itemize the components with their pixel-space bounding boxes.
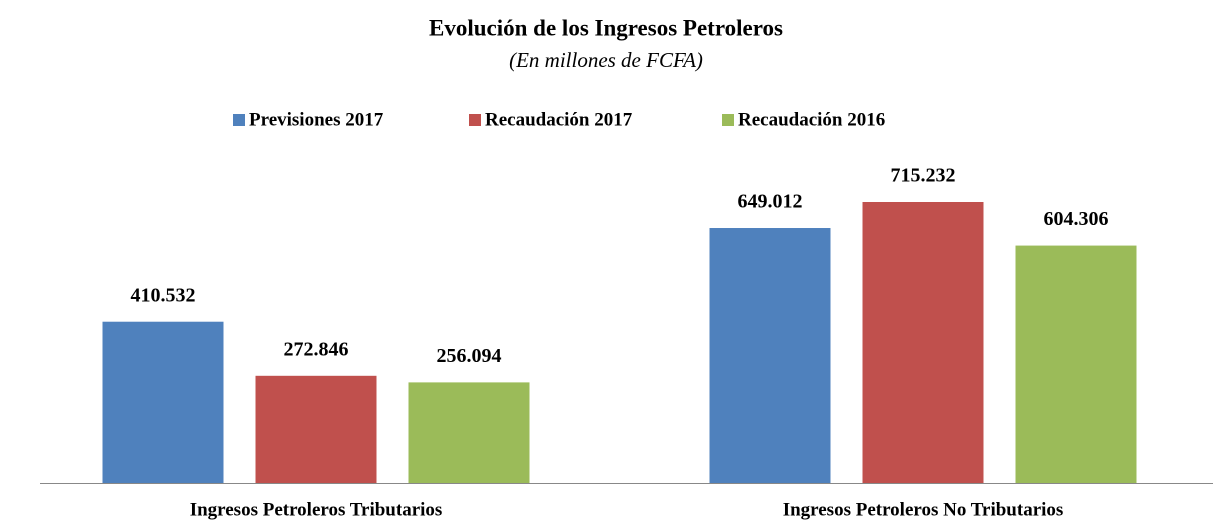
legend-label: Recaudación 2016 bbox=[738, 109, 885, 130]
bar bbox=[255, 375, 377, 483]
bar bbox=[1015, 245, 1137, 483]
data-label: 604.306 bbox=[1044, 208, 1109, 230]
x-tick-label: Ingresos Petroleros No Tributarios bbox=[783, 499, 1064, 520]
data-label: 410.532 bbox=[131, 284, 196, 306]
legend-swatch bbox=[722, 114, 734, 126]
x-tick-label: Ingresos Petroleros Tributarios bbox=[190, 499, 443, 520]
chart-subtitle: (En millones de FCFA) bbox=[509, 48, 703, 72]
legend-swatch bbox=[233, 114, 245, 126]
legend-label: Recaudación 2017 bbox=[485, 109, 633, 130]
data-label: 649.012 bbox=[738, 191, 803, 213]
data-label: 256.094 bbox=[437, 345, 502, 367]
bar bbox=[862, 202, 984, 483]
bar bbox=[408, 382, 530, 483]
data-label: 272.846 bbox=[284, 338, 349, 360]
legend-swatch bbox=[469, 114, 481, 126]
chart-title: Evolución de los Ingresos Petroleros bbox=[429, 15, 783, 40]
bar bbox=[709, 228, 831, 483]
bar bbox=[102, 321, 224, 483]
legend-label: Previsiones 2017 bbox=[249, 109, 384, 130]
data-label: 715.232 bbox=[891, 165, 956, 187]
